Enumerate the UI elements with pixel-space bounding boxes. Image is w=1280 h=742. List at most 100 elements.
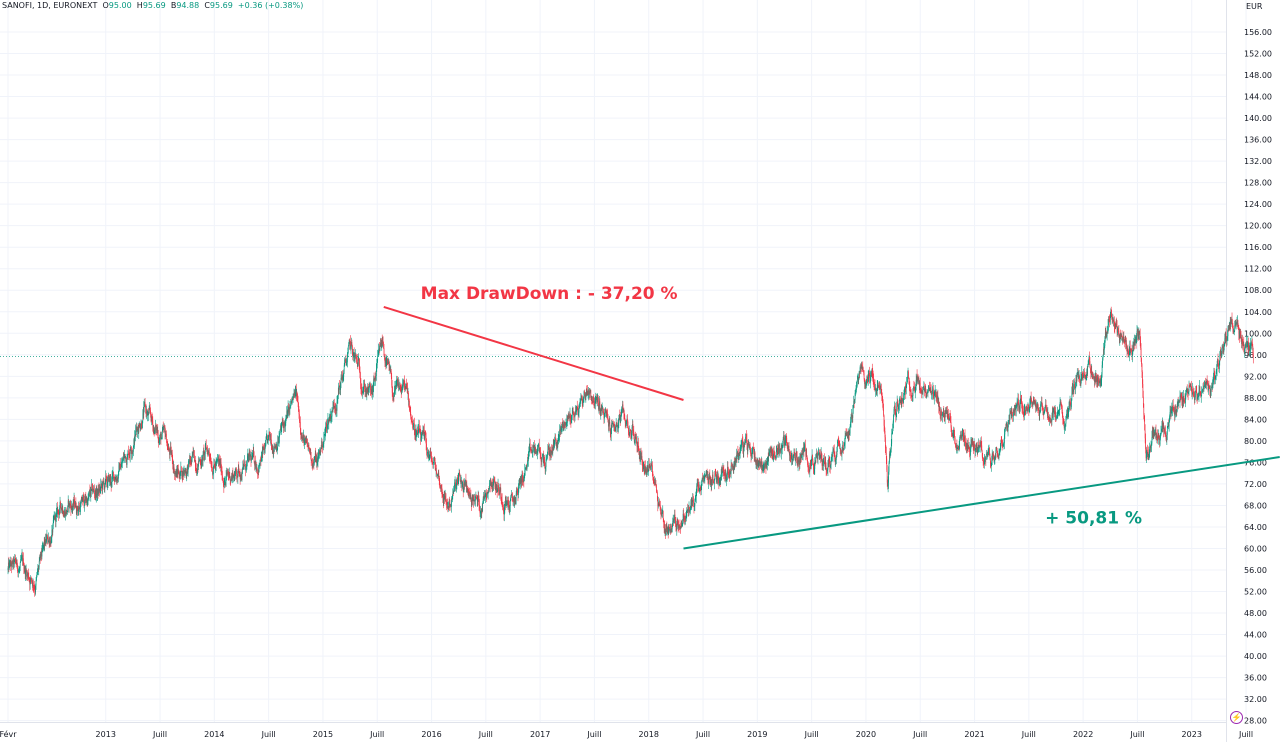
candle-body: [383, 343, 384, 349]
candle-body: [661, 512, 663, 514]
candle-body: [757, 459, 759, 462]
candle-body: [1070, 404, 1072, 408]
candle-body: [765, 462, 767, 468]
candle-body: [937, 401, 939, 404]
y-tick-label: 68.00: [1244, 501, 1267, 510]
candle-body: [1109, 320, 1110, 322]
candle-body: [10, 562, 12, 566]
candle-body: [571, 415, 573, 418]
candle-body: [977, 450, 979, 453]
candle-body: [129, 455, 131, 457]
candle-body: [437, 475, 438, 476]
candle-body: [209, 459, 211, 460]
candle-body: [141, 423, 142, 427]
candle-body: [303, 435, 305, 444]
candle-body: [583, 397, 584, 402]
candle-body: [124, 454, 126, 455]
candle-body: [1007, 428, 1008, 432]
candle-body: [867, 376, 869, 382]
candle-body: [710, 479, 712, 486]
candle-body: [343, 365, 345, 372]
candle-body: [509, 510, 510, 512]
candle-body: [339, 386, 341, 391]
candle-body: [766, 458, 768, 465]
candle-body: [776, 447, 778, 451]
candle-body: [418, 429, 419, 434]
candle-body: [657, 502, 659, 506]
candle-body: [714, 473, 716, 479]
candle-body: [917, 376, 918, 382]
candle-body: [316, 458, 318, 465]
candle-body: [307, 446, 309, 447]
candle-body: [784, 440, 786, 446]
candle-body: [821, 453, 822, 460]
candle-body: [517, 492, 519, 495]
candle-body: [952, 435, 953, 436]
candle-body: [852, 408, 854, 418]
candle-body: [1001, 441, 1003, 445]
x-tick-label: Juill: [586, 730, 601, 739]
candle-body: [534, 446, 536, 450]
candle-body: [953, 428, 955, 435]
candle-body: [1023, 414, 1025, 416]
candle-body: [126, 459, 128, 465]
candle-body: [774, 454, 776, 459]
candle-body: [1024, 408, 1026, 411]
candle-body: [119, 463, 121, 469]
candle-body: [18, 569, 20, 571]
candle-body: [493, 480, 494, 486]
candle-body: [610, 432, 612, 436]
candle-body: [1085, 377, 1087, 379]
candle-body: [444, 497, 446, 500]
candle-body: [742, 442, 744, 449]
candle-body: [991, 460, 993, 464]
candle-body: [837, 440, 839, 442]
candle-body: [1098, 381, 1100, 384]
candle-body: [835, 457, 836, 462]
candle-body: [1014, 408, 1016, 410]
candle-body: [428, 456, 430, 458]
candle-body: [752, 448, 753, 455]
candle-body: [298, 411, 300, 415]
candle-body: [353, 353, 355, 355]
candle-body: [439, 486, 441, 489]
candle-body: [589, 393, 590, 395]
candle-body: [1065, 423, 1066, 426]
candle-body: [460, 480, 462, 482]
candle-body: [328, 420, 330, 424]
candle-body: [709, 475, 711, 483]
candle-body: [118, 465, 120, 472]
candle-body: [415, 435, 417, 438]
candle-body: [812, 454, 813, 462]
candle-body: [795, 457, 797, 461]
candle-body: [118, 471, 119, 479]
candle-body: [432, 463, 434, 465]
candle-body: [651, 464, 653, 466]
candle-body: [735, 459, 737, 463]
candle-body: [46, 538, 47, 542]
candle-body: [784, 439, 785, 446]
x-tick-label: Juill: [912, 730, 927, 739]
candle-body: [380, 342, 381, 347]
candle-body: [85, 496, 87, 500]
candle-body: [385, 358, 386, 363]
candle-body: [584, 391, 585, 393]
candle-body: [499, 492, 500, 494]
candle-body: [690, 502, 692, 509]
candle-body: [171, 452, 173, 460]
candle-body: [1002, 444, 1003, 446]
candle-body: [102, 483, 103, 489]
candle-body: [656, 491, 658, 493]
candle-body: [137, 428, 139, 430]
candle-body: [523, 478, 525, 481]
candle-body: [1024, 408, 1026, 411]
candle-body: [438, 478, 440, 481]
candle-body: [960, 434, 961, 436]
candle-body: [966, 442, 967, 449]
candle-body: [240, 474, 241, 480]
candle-body: [347, 346, 349, 353]
candle-body: [1015, 408, 1017, 413]
candle-body: [922, 390, 924, 395]
y-tick-label: 116.00: [1244, 243, 1272, 252]
